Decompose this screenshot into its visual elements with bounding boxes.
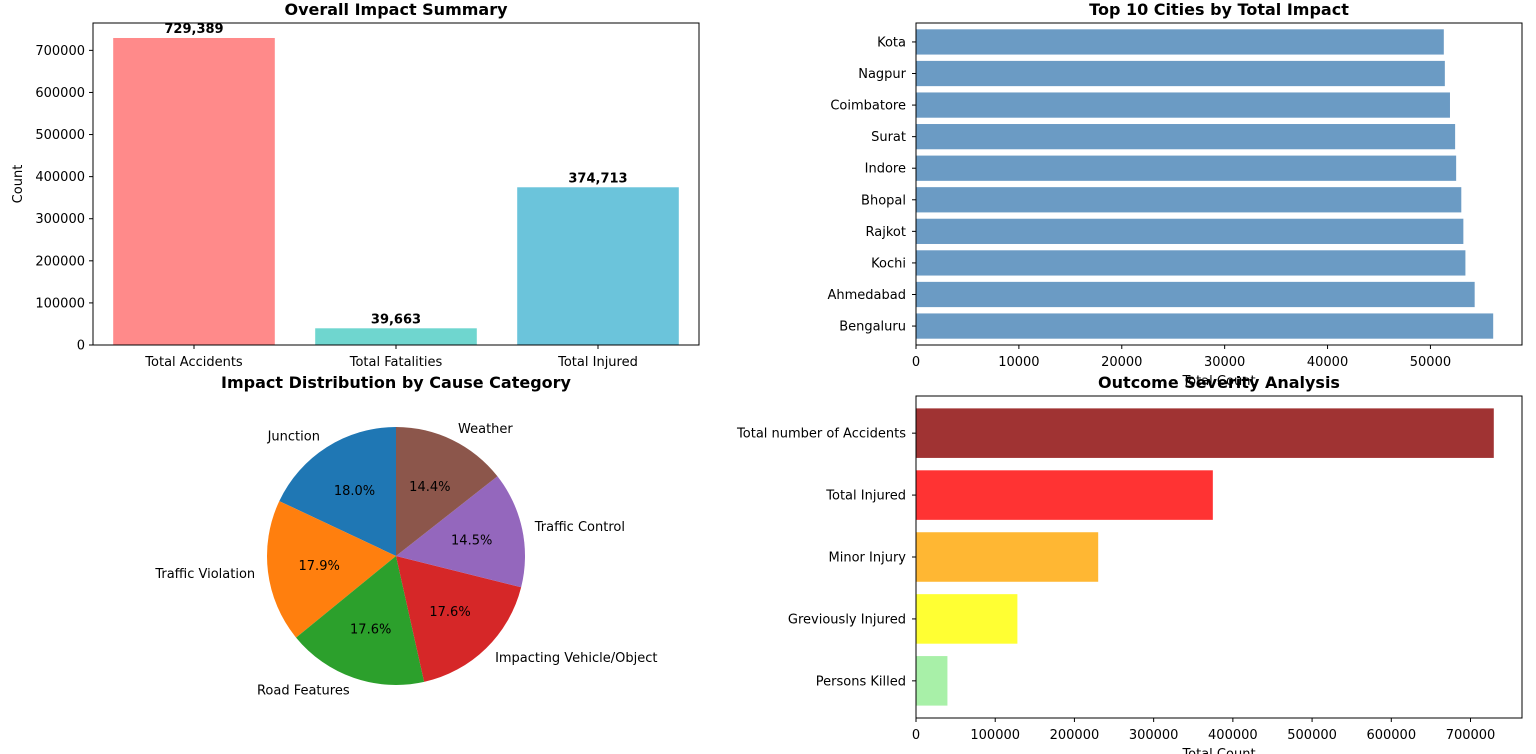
impact-summary-chart: 729,389 Total Accidents 39,663 Total Fatali… bbox=[11, 0, 700, 370]
bar-nagpur bbox=[916, 60, 1445, 87]
x-tick-label: Total Fatalities bbox=[349, 355, 443, 370]
pie-slice-road-features bbox=[296, 556, 425, 685]
y-tick-label: 100000 bbox=[35, 296, 85, 311]
bar-greviously-injured bbox=[916, 594, 1018, 644]
y-tick-label: Ahmedabad bbox=[828, 288, 906, 303]
y-tick-label: Rajkot bbox=[866, 225, 906, 240]
bar-value-label: 374,713 bbox=[568, 171, 627, 186]
x-tick-label: 600000 bbox=[1366, 728, 1416, 743]
x-tick-label: 400000 bbox=[1208, 728, 1258, 743]
y-tick-label: Kota bbox=[877, 35, 906, 50]
y-tick-label: Kochi bbox=[871, 256, 906, 271]
chart-title: Top 10 Cities by Total Impact bbox=[1089, 0, 1349, 19]
y-tick-label: Total Injured bbox=[825, 489, 906, 504]
y-tick-label: Bengaluru bbox=[839, 320, 906, 335]
axes-frame bbox=[915, 395, 1523, 719]
y-tick-label: Persons Killed bbox=[816, 674, 906, 689]
top-cities-chart: Bengaluru Ahmedabad Kochi Rajkot Bhopal Indor… bbox=[828, 0, 1523, 389]
bar-total-number-of-accidents bbox=[916, 408, 1494, 458]
pie-category-label: Junction bbox=[267, 430, 320, 445]
x-axis-label: Total Count bbox=[1181, 374, 1255, 389]
pie-pct-label: 18.0% bbox=[334, 484, 375, 499]
pie-slice-traffic-control bbox=[396, 476, 525, 588]
pie-slice-traffic-violation bbox=[267, 501, 396, 638]
x-tick-label: 100000 bbox=[970, 728, 1020, 743]
pie-category-label: Weather bbox=[458, 422, 513, 437]
y-tick-label: Bhopal bbox=[861, 193, 906, 208]
x-tick-label: 200000 bbox=[1050, 728, 1100, 743]
x-tick-label: Total Injured bbox=[557, 355, 638, 370]
y-tick-label: 0 bbox=[77, 339, 85, 354]
y-tick-label: Minor Injury bbox=[829, 551, 907, 566]
bar-persons-killed bbox=[916, 656, 948, 706]
bar-total-accidents bbox=[113, 37, 275, 346]
bar-coimbatore bbox=[916, 92, 1450, 118]
bar-value-label: 729,389 bbox=[164, 22, 223, 37]
x-tick-label: 30000 bbox=[1204, 355, 1245, 370]
y-tick-label: Surat bbox=[871, 130, 906, 145]
bar-surat bbox=[916, 124, 1456, 150]
bar-total-injured bbox=[916, 470, 1213, 520]
x-tick-label: 40000 bbox=[1307, 355, 1348, 370]
y-tick-label: 500000 bbox=[35, 128, 85, 143]
y-tick-label: 700000 bbox=[35, 44, 85, 59]
pie-pct-label: 14.5% bbox=[451, 533, 492, 548]
bar-total-injured bbox=[517, 187, 679, 345]
axes-frame bbox=[92, 22, 700, 346]
x-tick-label: Total Accidents bbox=[144, 355, 243, 370]
y-tick-label: Total number of Accidents bbox=[736, 427, 906, 442]
chart-title: Overall Impact Summary bbox=[284, 0, 508, 19]
bar-rajkot bbox=[916, 218, 1464, 244]
x-tick-label: 500000 bbox=[1287, 728, 1337, 743]
y-tick-label: 600000 bbox=[35, 86, 85, 101]
pie-category-label: Road Features bbox=[257, 684, 350, 699]
y-axis-label: Count bbox=[11, 165, 26, 204]
pie-pct-label: 14.4% bbox=[409, 480, 450, 495]
bar-kochi bbox=[916, 250, 1466, 276]
pie-pct-label: 17.6% bbox=[350, 623, 391, 638]
y-tick-label: 300000 bbox=[35, 212, 85, 227]
pie-category-label: Traffic Violation bbox=[154, 567, 255, 582]
x-axis-label: Total Count bbox=[1181, 747, 1255, 754]
bar-total-fatalities bbox=[315, 328, 477, 345]
bar-minor-injury bbox=[916, 532, 1099, 582]
bar-bhopal bbox=[916, 187, 1462, 213]
pie-pct-label: 17.9% bbox=[299, 559, 340, 574]
x-tick-label: 20000 bbox=[1101, 355, 1142, 370]
bar-kota bbox=[916, 29, 1444, 55]
y-tick-label: Indore bbox=[865, 162, 906, 177]
cause-category-pie: 18.0% Junction 17.9% Traffic Violation 17.6%… bbox=[154, 373, 657, 699]
pie-category-label: Impacting Vehicle/Object bbox=[495, 651, 657, 666]
x-tick-label: 0 bbox=[912, 728, 920, 743]
bar-bengaluru bbox=[916, 313, 1494, 339]
y-tick-label: 400000 bbox=[35, 170, 85, 185]
y-tick-label: Coimbatore bbox=[830, 99, 906, 114]
x-tick-label: 50000 bbox=[1410, 355, 1451, 370]
pie-category-label: Traffic Control bbox=[534, 520, 625, 535]
x-tick-label: 300000 bbox=[1129, 728, 1179, 743]
y-tick-label: 200000 bbox=[35, 254, 85, 269]
bar-indore bbox=[916, 155, 1457, 181]
pie-slice-impacting-vehicle-object bbox=[396, 556, 522, 682]
chart-title: Outcome Severity Analysis bbox=[1098, 373, 1340, 392]
pie-slice-weather bbox=[396, 427, 498, 556]
y-tick-label: Greviously Injured bbox=[788, 612, 906, 627]
x-tick-label: 700000 bbox=[1446, 728, 1496, 743]
bar-value-label: 39,663 bbox=[371, 312, 421, 327]
bar-ahmedabad bbox=[916, 281, 1475, 308]
x-tick-label: 10000 bbox=[998, 355, 1039, 370]
chart-title: Impact Distribution by Cause Category bbox=[221, 373, 572, 392]
pie-pct-label: 17.6% bbox=[429, 605, 470, 620]
x-tick-label: 0 bbox=[912, 355, 920, 370]
outcome-severity-chart: Persons Killed Greviously Injured Minor In… bbox=[736, 373, 1523, 754]
axes-frame bbox=[915, 22, 1523, 346]
y-tick-label: Nagpur bbox=[858, 67, 906, 82]
pie-slice-junction bbox=[279, 427, 396, 556]
